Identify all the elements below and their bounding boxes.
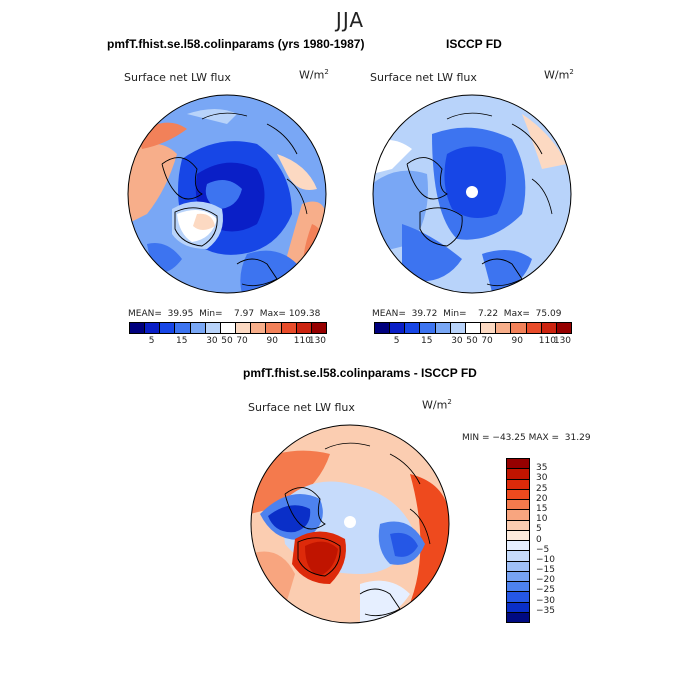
stats-diff: MIN = −43.25 MAX = 31.29 xyxy=(462,433,591,443)
colorbar-diff-swatch xyxy=(507,520,529,531)
colorbar-model-tick-label: 15 xyxy=(176,336,188,346)
colorbar-obs-tick-label: 30 xyxy=(451,336,463,346)
colorbar-diff-tick-label: −10 xyxy=(536,554,555,565)
colorbar-diff-tick-label: 5 xyxy=(536,524,542,535)
colorbar-diff-tick-label: −25 xyxy=(536,585,555,596)
colorbar-obs-tick-label: 5 xyxy=(393,336,400,346)
colorbar-diff-tick-label: −5 xyxy=(536,544,550,555)
colorbar-obs-swatch xyxy=(481,323,497,333)
colorbar-model-swatch xyxy=(251,323,267,333)
colorbar-obs-tick-label: 50 xyxy=(466,336,478,346)
figure-title: JJA xyxy=(335,8,365,32)
stats-model: MEAN= 39.95 Min= 7.97 Max= 109.38 xyxy=(128,309,321,319)
colorbar-model xyxy=(129,322,327,334)
colorbar-model-tick-label: 70 xyxy=(236,336,248,346)
colorbar-diff-swatch xyxy=(507,500,529,511)
colorbar-diff-swatch xyxy=(507,479,529,490)
colorbar-obs-swatch xyxy=(496,323,512,333)
units-label-diff: W/m2 xyxy=(422,398,452,412)
colorbar-model-tick-label: 5 xyxy=(148,336,155,346)
colorbar-obs-tick-label: 90 xyxy=(511,336,523,346)
units-label-model: W/m2 xyxy=(299,68,329,82)
colorbar-obs-tick-label: 15 xyxy=(421,336,433,346)
colorbar-diff xyxy=(506,458,530,623)
colorbar-diff-swatch xyxy=(507,530,529,541)
colorbar-model-tick-label: 110 xyxy=(293,336,311,346)
colorbar-obs-swatch xyxy=(450,323,466,333)
colorbar-obs-swatch xyxy=(435,323,451,333)
colorbar-diff-swatch xyxy=(507,489,529,500)
colorbar-obs-swatch xyxy=(420,323,436,333)
colorbar-model-swatch xyxy=(160,323,176,333)
colorbar-model-swatch xyxy=(130,323,146,333)
colorbar-ticks-diff: 35 30 25 20 15 10 5 0 −5 −10 −15 −20 −25 −30 −35 xyxy=(536,458,576,621)
colorbar-model-swatch xyxy=(311,323,327,333)
colorbar-diff-swatch xyxy=(507,612,529,622)
colorbar-ticks-model: 5 15 30 50 70 90 110 130 xyxy=(129,336,327,348)
stats-obs: MEAN= 39.72 Min= 7.22 Max= 75.09 xyxy=(372,309,562,319)
colorbar-diff-tick-label: −30 xyxy=(536,595,555,606)
colorbar-diff-swatch xyxy=(507,551,529,562)
colorbar-model-swatch xyxy=(175,323,191,333)
colorbar-diff-swatch xyxy=(507,541,529,552)
colorbar-diff-swatch xyxy=(507,602,529,613)
colorbar-ticks-obs: 5 15 30 50 70 90 110 130 xyxy=(374,336,572,348)
colorbar-obs-tick-label: 130 xyxy=(553,336,572,346)
colorbar-diff-tick-label: 35 xyxy=(536,463,548,474)
colorbar-model-swatch xyxy=(296,323,312,333)
colorbar-diff-swatch xyxy=(507,561,529,572)
colorbar-diff-swatch xyxy=(507,582,529,593)
colorbar-obs xyxy=(374,322,572,334)
panel-title-model: pmfT.fhist.se.l58.colinparams (yrs 1980-… xyxy=(107,37,365,51)
colorbar-diff-tick-label: 20 xyxy=(536,493,548,504)
colorbar-diff-swatch xyxy=(507,592,529,603)
colorbar-diff-swatch xyxy=(507,469,529,480)
colorbar-model-tick-label: 90 xyxy=(266,336,278,346)
variable-label-obs: Surface net LW flux xyxy=(370,71,477,84)
colorbar-obs-tick-label: 70 xyxy=(481,336,493,346)
colorbar-obs-swatch xyxy=(465,323,482,333)
colorbar-model-swatch xyxy=(266,323,282,333)
colorbar-diff-tick-label: 25 xyxy=(536,483,548,494)
colorbar-diff-tick-label: −20 xyxy=(536,575,555,586)
colorbar-model-swatch xyxy=(236,323,252,333)
panel-title-diff: pmfT.fhist.se.l58.colinparams - ISCCP FD xyxy=(243,366,477,380)
colorbar-obs-swatch xyxy=(511,323,527,333)
colorbar-diff-tick-label: 10 xyxy=(536,514,548,525)
colorbar-obs-swatch xyxy=(556,323,572,333)
polar-map-model xyxy=(127,94,327,294)
units-label-obs: W/m2 xyxy=(544,68,574,82)
colorbar-diff-swatch xyxy=(507,571,529,582)
colorbar-model-swatch xyxy=(205,323,221,333)
colorbar-obs-swatch xyxy=(390,323,406,333)
polar-map-diff xyxy=(250,424,450,624)
colorbar-obs-swatch xyxy=(405,323,421,333)
colorbar-model-tick-label: 30 xyxy=(206,336,218,346)
polar-map-obs xyxy=(372,94,572,294)
colorbar-obs-tick-label: 110 xyxy=(538,336,556,346)
colorbar-diff-tick-label: 15 xyxy=(536,503,548,514)
colorbar-model-tick-label: 50 xyxy=(221,336,233,346)
colorbar-diff-tick-label: 0 xyxy=(536,534,542,545)
colorbar-model-tick-label: 130 xyxy=(308,336,327,346)
colorbar-diff-tick-label: 30 xyxy=(536,473,548,484)
panel-title-obs: ISCCP FD xyxy=(446,37,502,51)
colorbar-model-swatch xyxy=(190,323,206,333)
colorbar-obs-swatch xyxy=(375,323,391,333)
colorbar-obs-swatch xyxy=(526,323,542,333)
colorbar-diff-swatch xyxy=(507,459,529,470)
colorbar-model-swatch xyxy=(145,323,161,333)
colorbar-diff-tick-label: −15 xyxy=(536,565,555,576)
variable-label-diff: Surface net LW flux xyxy=(248,401,355,414)
colorbar-model-swatch xyxy=(281,323,297,333)
colorbar-obs-swatch xyxy=(541,323,557,333)
variable-label-model: Surface net LW flux xyxy=(124,71,231,84)
colorbar-diff-swatch xyxy=(507,510,529,521)
colorbar-model-swatch xyxy=(220,323,237,333)
colorbar-diff-tick-label: −35 xyxy=(536,605,555,616)
